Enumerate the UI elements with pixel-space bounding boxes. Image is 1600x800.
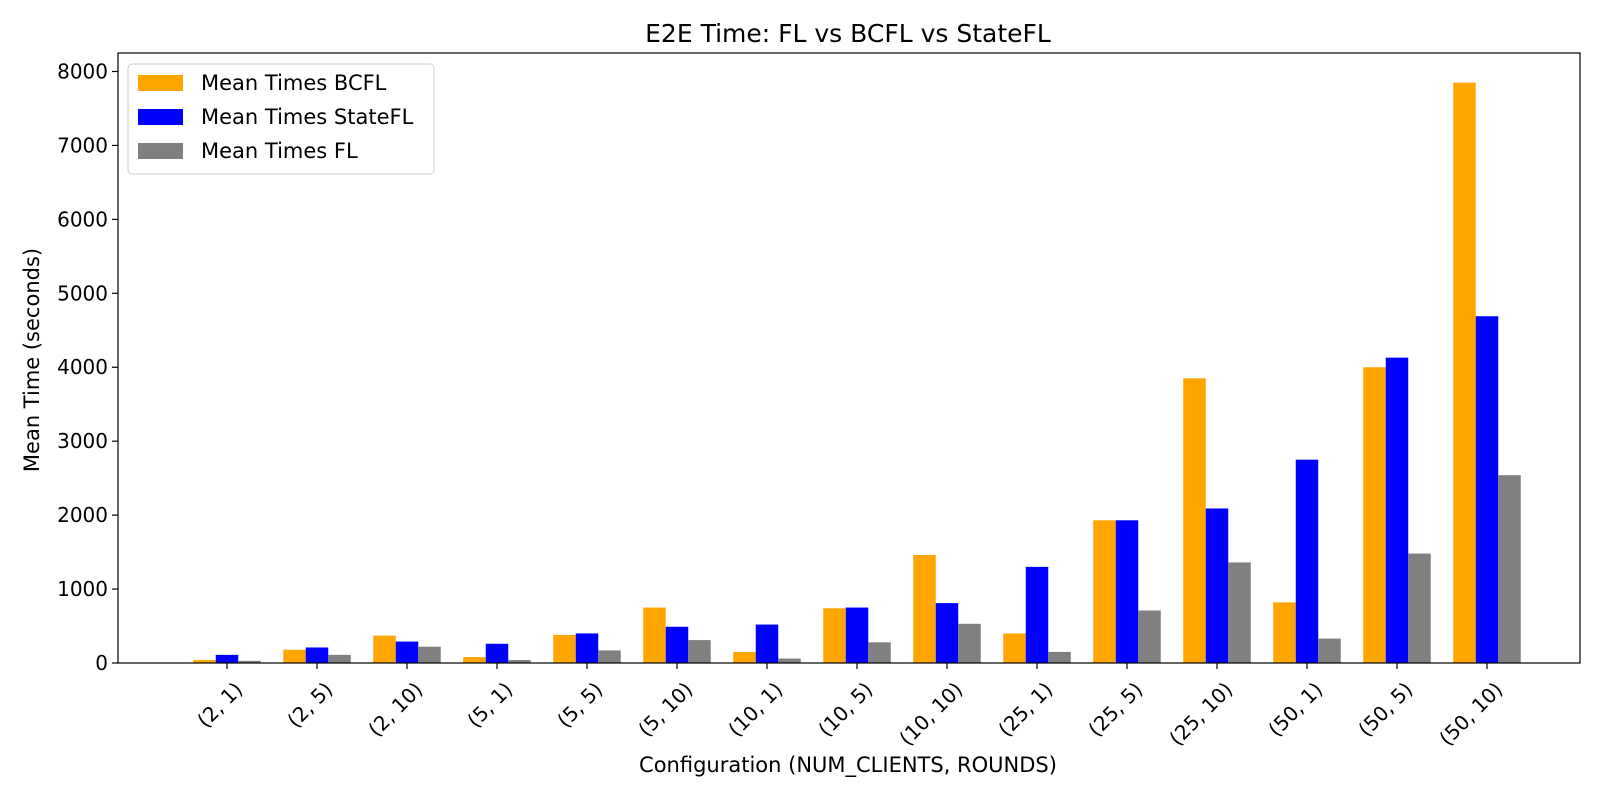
bar-bcfl xyxy=(1093,520,1116,663)
bar-bcfl xyxy=(1363,367,1386,663)
bar-statefl xyxy=(1385,357,1409,663)
x-tick-label: (50, 5) xyxy=(1353,677,1417,741)
bar-bcfl xyxy=(1003,633,1026,663)
bar-statefl xyxy=(665,626,689,663)
bar-fl xyxy=(868,642,891,663)
x-tick-label: (10, 10) xyxy=(894,677,967,750)
bar-statefl xyxy=(1115,520,1139,663)
bar-fl xyxy=(328,654,351,663)
y-tick-label: 3000 xyxy=(57,429,108,453)
y-tick-label: 4000 xyxy=(57,355,108,379)
x-tick-label: (5, 5) xyxy=(552,677,607,732)
bar-statefl xyxy=(755,624,779,663)
bar-statefl xyxy=(215,654,239,663)
bar-bcfl xyxy=(1183,378,1206,663)
bar-bcfl xyxy=(373,635,396,663)
bar-bcfl xyxy=(463,657,486,663)
y-tick-label: 5000 xyxy=(57,281,108,305)
plot-frame xyxy=(117,52,1581,664)
bar-fl xyxy=(598,650,621,663)
bar-fl xyxy=(1408,553,1431,663)
legend-swatch xyxy=(138,143,183,159)
legend-label: Mean Times StateFL xyxy=(201,105,414,129)
bar-statefl xyxy=(1475,316,1499,663)
bar-fl xyxy=(1228,562,1251,663)
y-tick-label: 1000 xyxy=(57,577,108,601)
bar-fl xyxy=(238,660,261,663)
chart-title: E2E Time: FL vs BCFL vs StateFL xyxy=(645,19,1051,48)
x-tick-label: (2, 5) xyxy=(282,677,337,732)
bar-bcfl xyxy=(553,634,576,663)
x-tick-label: (10, 1) xyxy=(723,677,787,741)
bar-bcfl xyxy=(1453,82,1476,663)
x-tick-label: (5, 1) xyxy=(462,677,517,732)
bar-statefl xyxy=(575,633,599,663)
bar-statefl xyxy=(395,641,419,663)
x-tick-label: (2, 1) xyxy=(192,677,247,732)
x-tick-label: (2, 10) xyxy=(363,677,427,741)
bars-group xyxy=(193,82,1521,663)
y-axis-title: Mean Time (seconds) xyxy=(20,248,44,472)
bar-fl xyxy=(1048,651,1071,663)
bar-bcfl xyxy=(283,649,306,663)
y-tick-label: 2000 xyxy=(57,503,108,527)
y-tick-label: 0 xyxy=(95,651,108,675)
bar-bcfl xyxy=(1273,602,1296,663)
x-tick-label: (25, 1) xyxy=(993,677,1057,741)
bar-fl xyxy=(508,660,531,663)
bar-fl xyxy=(1498,475,1521,663)
bar-fl xyxy=(1138,610,1161,663)
bar-fl xyxy=(778,658,801,663)
bar-bcfl xyxy=(193,660,216,663)
legend-swatch xyxy=(138,109,183,125)
legend-box xyxy=(127,63,435,175)
legend: Mean Times BCFL Mean Times StateFL Mean Ti… xyxy=(127,63,435,175)
bar-statefl xyxy=(845,607,869,663)
bar-statefl xyxy=(485,643,509,663)
x-tick-label: (25, 5) xyxy=(1083,677,1147,741)
legend-swatch xyxy=(138,75,183,91)
x-axis-title: Configuration (NUM_CLIENTS, ROUNDS) xyxy=(639,753,1057,778)
bar-bcfl xyxy=(823,608,846,663)
legend-label: Mean Times BCFL xyxy=(201,71,387,95)
x-tick-label: (25, 10) xyxy=(1164,677,1237,750)
bar-statefl xyxy=(305,647,329,663)
bar-fl xyxy=(1318,638,1341,663)
y-tick-label: 7000 xyxy=(57,133,108,157)
x-tick-label: (10, 5) xyxy=(813,677,877,741)
x-tick-label: (50, 1) xyxy=(1263,677,1327,741)
bar-statefl xyxy=(1025,566,1049,663)
bar-statefl xyxy=(1205,508,1229,663)
y-tick-label: 6000 xyxy=(57,207,108,231)
bar-statefl xyxy=(1295,459,1319,663)
y-tick-label: 8000 xyxy=(57,59,108,83)
bar-bcfl xyxy=(643,607,666,663)
x-tick-label: (5, 10) xyxy=(633,677,697,741)
bar-bcfl xyxy=(913,555,936,663)
bar-fl xyxy=(688,640,711,663)
legend-label: Mean Times FL xyxy=(201,139,358,163)
x-tick-label: (50, 10) xyxy=(1434,677,1507,750)
bar-bcfl xyxy=(733,651,756,663)
bar-fl xyxy=(958,623,981,663)
bar-fl xyxy=(418,646,441,663)
bar-statefl xyxy=(935,603,959,663)
